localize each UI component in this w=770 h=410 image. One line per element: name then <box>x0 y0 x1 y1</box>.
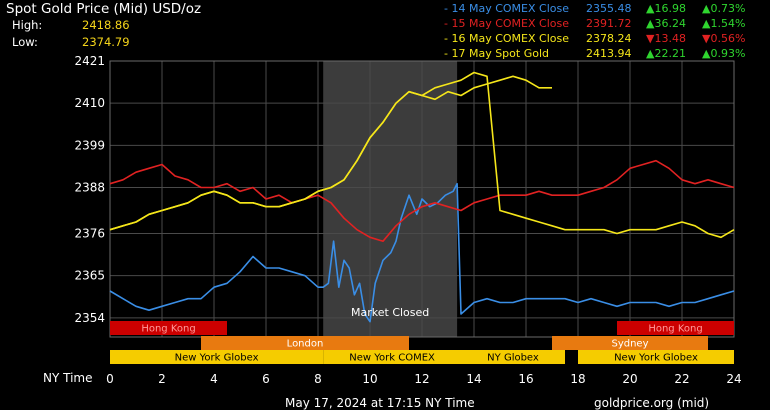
high-label: High: <box>12 18 43 32</box>
market-session-label: New York COMEX <box>349 353 435 364</box>
low-label: Low: <box>12 35 38 49</box>
market-session-label: London <box>287 339 324 350</box>
y-tick-label: 2421 <box>74 54 105 68</box>
legend-item: - 15 May COMEX Close 2391.72 ▲36.24 ▲1.5… <box>444 17 770 31</box>
y-tick-label: 2376 <box>74 227 105 241</box>
x-tick-label: 12 <box>414 372 429 386</box>
legend-price: 2413.94 <box>586 47 632 60</box>
market-session-label: Sydney <box>611 339 648 350</box>
legend-change: ▲22.21 <box>646 47 686 60</box>
market-session-bar <box>323 350 461 364</box>
market-session-bar <box>461 350 565 364</box>
y-tick-label: 2399 <box>74 138 105 152</box>
legend-change: ▲36.24 <box>646 17 686 30</box>
footer-source: goldprice.org (mid) <box>594 396 710 410</box>
x-tick-label: 10 <box>362 372 377 386</box>
market-session-bar <box>617 321 734 335</box>
market-session-label: New York Globex <box>175 353 259 364</box>
legend-item: - 14 May COMEX Close 2355.48 ▲16.98 ▲0.7… <box>444 2 770 16</box>
legend-percent: ▲1.54% <box>702 17 746 30</box>
legend-series-label: - 15 May COMEX Close <box>444 17 569 30</box>
x-tick-label: 4 <box>210 372 218 386</box>
x-tick-label: 22 <box>674 372 689 386</box>
legend-item: - 16 May COMEX Close 2378.24 ▼13.48 ▼0.5… <box>444 32 770 46</box>
x-tick-label: 16 <box>518 372 533 386</box>
x-tick-label: 2 <box>158 372 166 386</box>
footer-timestamp: May 17, 2024 at 17:15 NY Time <box>285 396 475 410</box>
market-session-bar <box>578 350 734 364</box>
market-session-bar <box>110 321 227 335</box>
market-session-bar <box>201 336 409 350</box>
legend-price: 2378.24 <box>586 32 632 45</box>
x-tick-label: 24 <box>726 372 741 386</box>
x-tick-label: 18 <box>570 372 585 386</box>
x-tick-label: 14 <box>466 372 481 386</box>
market-session-label: Hong Kong <box>648 324 702 335</box>
x-tick-label: 20 <box>622 372 637 386</box>
plot-frame <box>109 60 735 338</box>
legend-change: ▲16.98 <box>646 2 686 15</box>
market-closed-label: Market Closed <box>351 306 429 319</box>
legend-percent: ▲0.93% <box>702 47 746 60</box>
series-line <box>109 182 735 323</box>
y-tick-label: 2354 <box>74 311 105 325</box>
y-tick-label: 2365 <box>74 269 105 283</box>
legend-series-label: - 14 May COMEX Close <box>444 2 569 15</box>
market-session-label: New York Globex <box>614 353 698 364</box>
chart-title: Spot Gold Price (Mid) USD/oz <box>6 1 202 17</box>
legend-price: 2391.72 <box>586 17 632 30</box>
series-line <box>109 75 552 231</box>
x-axis-title: NY Time <box>43 371 93 385</box>
market-session-label: Hong Kong <box>141 324 195 335</box>
market-session-bar <box>110 350 324 364</box>
low-value: 2374.79 <box>82 35 130 49</box>
series-line <box>109 159 735 242</box>
legend-series-label: - 16 May COMEX Close <box>444 32 569 45</box>
x-tick-label: 6 <box>262 372 270 386</box>
legend-change: ▼13.48 <box>646 32 686 45</box>
y-tick-label: 2388 <box>74 181 105 195</box>
high-value: 2418.86 <box>82 18 130 32</box>
legend-series-label: - 17 May Spot Gold <box>444 47 549 60</box>
market-session-bar <box>552 336 708 350</box>
x-tick-label: 8 <box>314 372 322 386</box>
market-closed-region <box>323 61 458 337</box>
y-tick-label: 2410 <box>74 96 105 110</box>
legend-percent: ▼0.56% <box>702 32 746 45</box>
legend-percent: ▲0.73% <box>702 2 746 15</box>
market-session-label: NY Globex <box>487 353 539 364</box>
legend-item: - 17 May Spot Gold 2413.94 ▲22.21 ▲0.93% <box>444 47 770 61</box>
legend-price: 2355.48 <box>586 2 632 15</box>
x-tick-label: 0 <box>106 372 114 386</box>
